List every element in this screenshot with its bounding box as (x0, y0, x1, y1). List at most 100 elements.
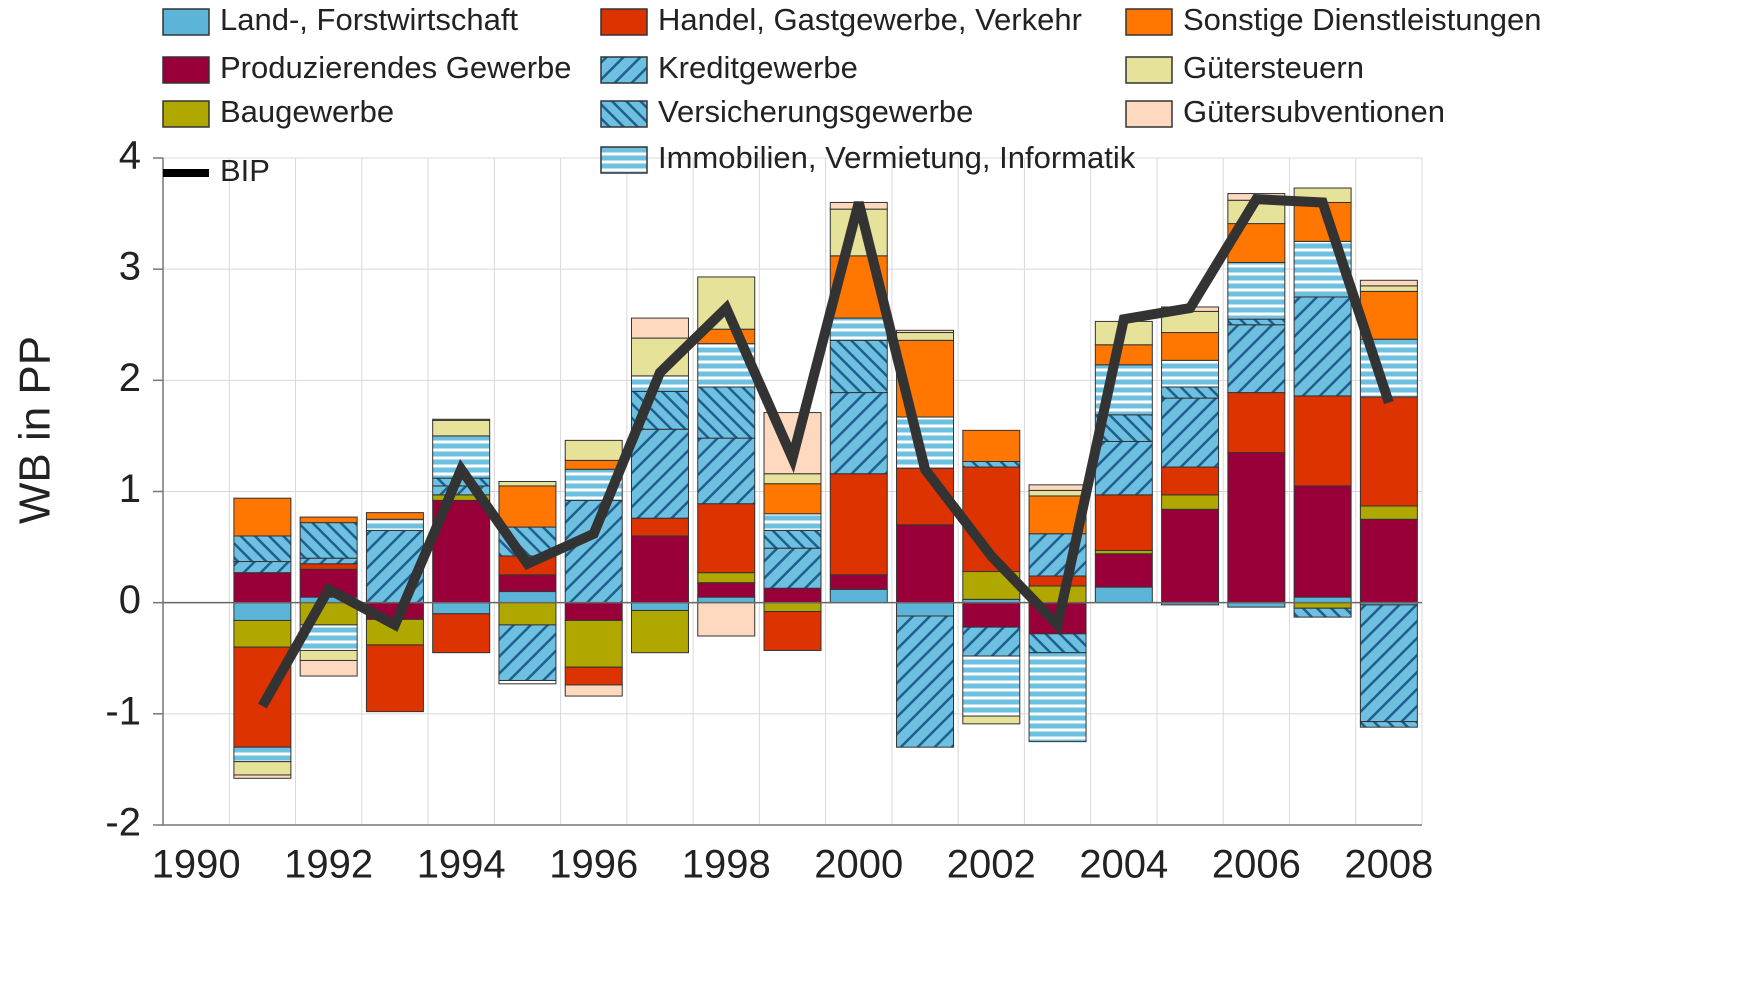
legend-swatch (162, 8, 210, 36)
bar-segment (697, 602, 756, 637)
x-tick-label: 1996 (549, 843, 638, 887)
bar-segment (896, 329, 955, 334)
bar-segment (697, 386, 756, 439)
legend-swatch (162, 56, 210, 84)
bar-segment (1028, 652, 1087, 743)
bar-segment (697, 572, 756, 584)
bar-segment (233, 497, 292, 537)
y-tick-label: -1 (105, 689, 141, 733)
bar-segment (1293, 485, 1352, 598)
bar-segment (962, 626, 1021, 657)
bar-segment (432, 419, 491, 437)
bar-segment (1094, 586, 1153, 604)
bar-segment (829, 574, 888, 590)
legend-label: Versicherungsgewerbe (658, 94, 973, 129)
bar-segment (1028, 489, 1087, 497)
bar-segment (1359, 604, 1418, 723)
bar-segment (1293, 296, 1352, 397)
legend-label: Immobilien, Vermietung, Informatik (658, 140, 1136, 175)
bar-segment (564, 619, 623, 668)
bar-segment (763, 483, 822, 515)
legend-swatch (162, 100, 210, 128)
bar-segment (1293, 395, 1352, 487)
bar-segment (498, 574, 557, 593)
bar-segment (299, 557, 358, 565)
bar-segment (962, 429, 1021, 462)
x-tick-label: 1994 (417, 843, 506, 887)
legend-swatch (600, 146, 648, 174)
bar-segment (1028, 575, 1087, 587)
legend-swatch (1125, 56, 1173, 84)
bar-segment (233, 761, 292, 776)
line-series (258, 193, 1394, 709)
legend-label: Gütersubventionen (1183, 94, 1445, 129)
legend-label: Land-, Forstwirtschaft (220, 2, 518, 37)
legend-label: Sonstige Dienstleistungen (1183, 2, 1541, 37)
bar-segment (299, 649, 358, 661)
y-tick-label: 4 (119, 134, 141, 178)
bar-segment (896, 602, 955, 617)
bar-segment (1227, 324, 1286, 394)
bar-segment (1293, 602, 1352, 609)
bar-segment (1161, 332, 1220, 361)
bar-segment (1359, 396, 1418, 507)
bar-segment (365, 518, 424, 531)
bar-segment (564, 459, 623, 470)
bar-segment (498, 591, 557, 604)
x-tick-label: 2006 (1212, 843, 1301, 887)
bar-segment (829, 392, 888, 475)
bar-segment (1094, 440, 1153, 496)
bar-segment (1028, 633, 1087, 654)
y-tick-label: 1 (119, 467, 141, 511)
bar-segment (1293, 607, 1352, 618)
bar-segment (1227, 318, 1286, 326)
bar-segment (763, 547, 822, 589)
bar-segment (829, 473, 888, 576)
y-tick-label: 3 (119, 245, 141, 289)
bar-segment (763, 529, 822, 549)
legend-label: BIP (220, 153, 270, 188)
bar-segment (962, 715, 1021, 725)
bar-segment (763, 611, 822, 651)
x-tick-label: 2008 (1344, 843, 1433, 887)
bar-segment (299, 659, 358, 677)
bar-segment (630, 317, 689, 339)
bar-segment (697, 437, 756, 505)
legend-label: Kreditgewerbe (658, 50, 858, 85)
bar-segment (630, 428, 689, 519)
bar-segment (1227, 261, 1286, 320)
bar-segment (564, 684, 623, 697)
bar-segment (299, 516, 358, 524)
bar-segment (1094, 494, 1153, 551)
bar-segment (1161, 508, 1220, 604)
bar-segment (1161, 466, 1220, 496)
x-tick-label: 2000 (814, 843, 903, 887)
bar-segment (564, 499, 623, 604)
bar-segment (233, 746, 292, 763)
bar-segment (365, 618, 424, 646)
bar-segment (1359, 721, 1418, 728)
legend-label: Baugewerbe (220, 94, 394, 129)
bar-segment (1094, 553, 1153, 588)
bar-segment (432, 418, 491, 421)
bar-segment (498, 624, 557, 681)
bar-segment (365, 512, 424, 520)
bar-segment (1359, 505, 1418, 520)
legend-swatch (600, 100, 648, 128)
legend-label: Gütersteuern (1183, 50, 1364, 85)
bar-segment (1094, 344, 1153, 366)
x-tick-label: 2004 (1079, 843, 1168, 887)
legend-swatch (1125, 100, 1173, 128)
bar-segment (1161, 386, 1220, 399)
bar-segment (896, 615, 955, 748)
bar-segment (962, 460, 1021, 468)
legend-label: Handel, Gastgewerbe, Verkehr (658, 2, 1082, 37)
bar-segment (896, 524, 955, 604)
x-tick-label: 1990 (152, 843, 241, 887)
bar-segment (630, 535, 689, 604)
bar-segment (697, 582, 756, 598)
bar-segment (498, 485, 557, 528)
x-tick-label: 2002 (947, 843, 1036, 887)
legend-swatch (600, 56, 648, 84)
